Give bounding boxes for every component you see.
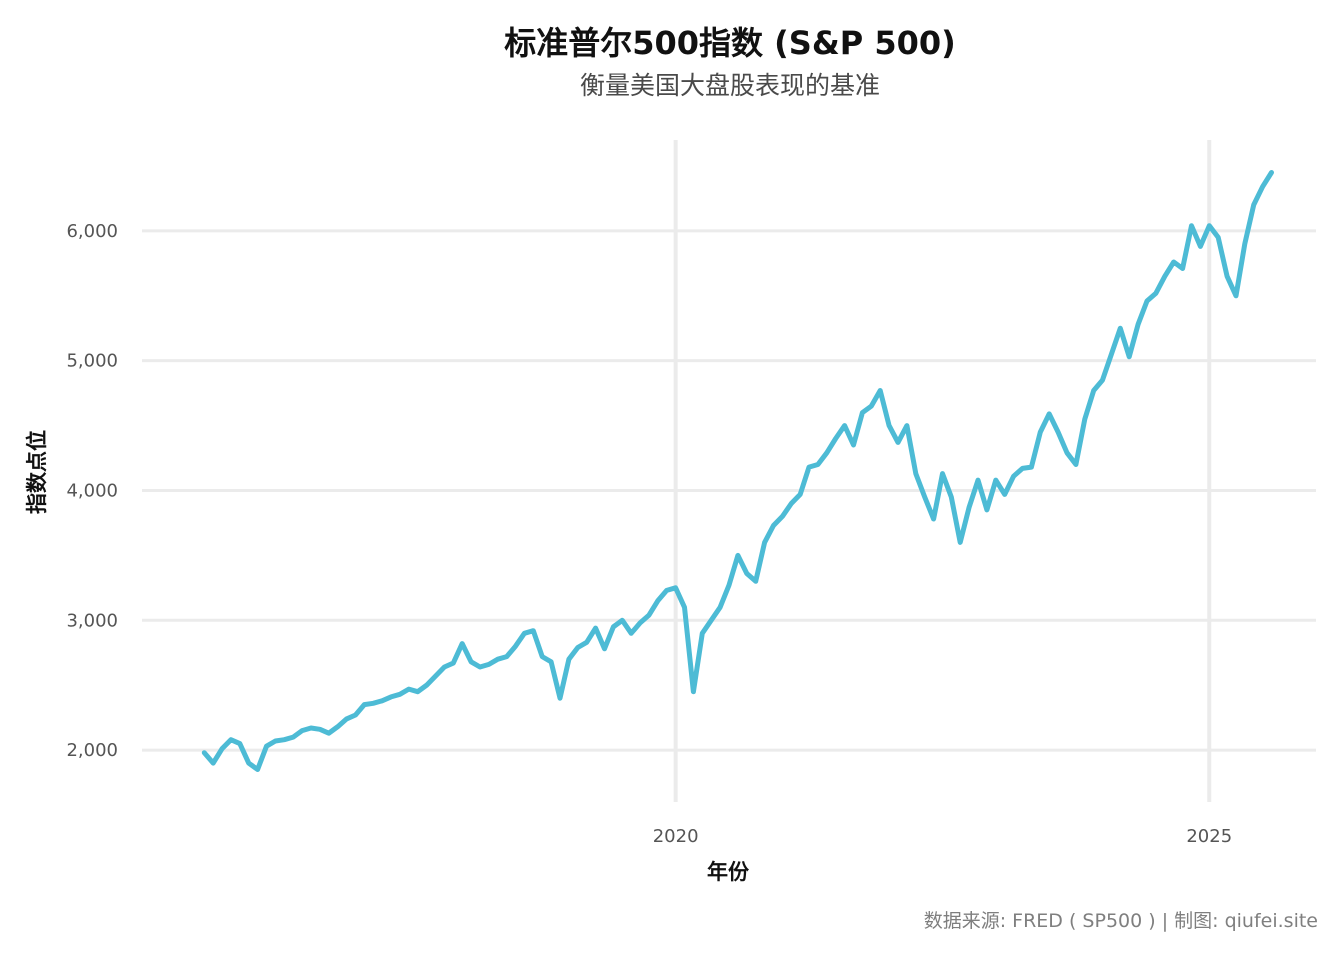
x-axis-title: 年份 — [707, 860, 749, 884]
y-axis-title: 指数点位 — [25, 430, 49, 514]
chart-caption: 数据来源: FRED ( SP500 ) | 制图: qiufei.site — [923, 910, 1318, 932]
series-line-layer — [201, 170, 1274, 772]
y-tick-label: 6,000 — [66, 221, 118, 242]
tick-labels: 2,000 3,000 4,000 5,000 6,000 2020 2025 — [66, 221, 1232, 847]
y-tick-label: 4,000 — [66, 480, 118, 501]
y-tick-label: 2,000 — [66, 740, 118, 761]
grid-lines — [142, 140, 1316, 802]
x-tick-label: 2020 — [653, 826, 699, 847]
y-tick-label: 5,000 — [66, 351, 118, 372]
x-tick-label: 2025 — [1186, 826, 1232, 847]
y-tick-label: 3,000 — [66, 610, 118, 631]
chart-title: 标准普尔500指数 (S&P 500) — [504, 24, 956, 62]
chart-subtitle: 衡量美国大盘股表现的基准 — [579, 71, 880, 100]
series-line — [201, 170, 1274, 772]
